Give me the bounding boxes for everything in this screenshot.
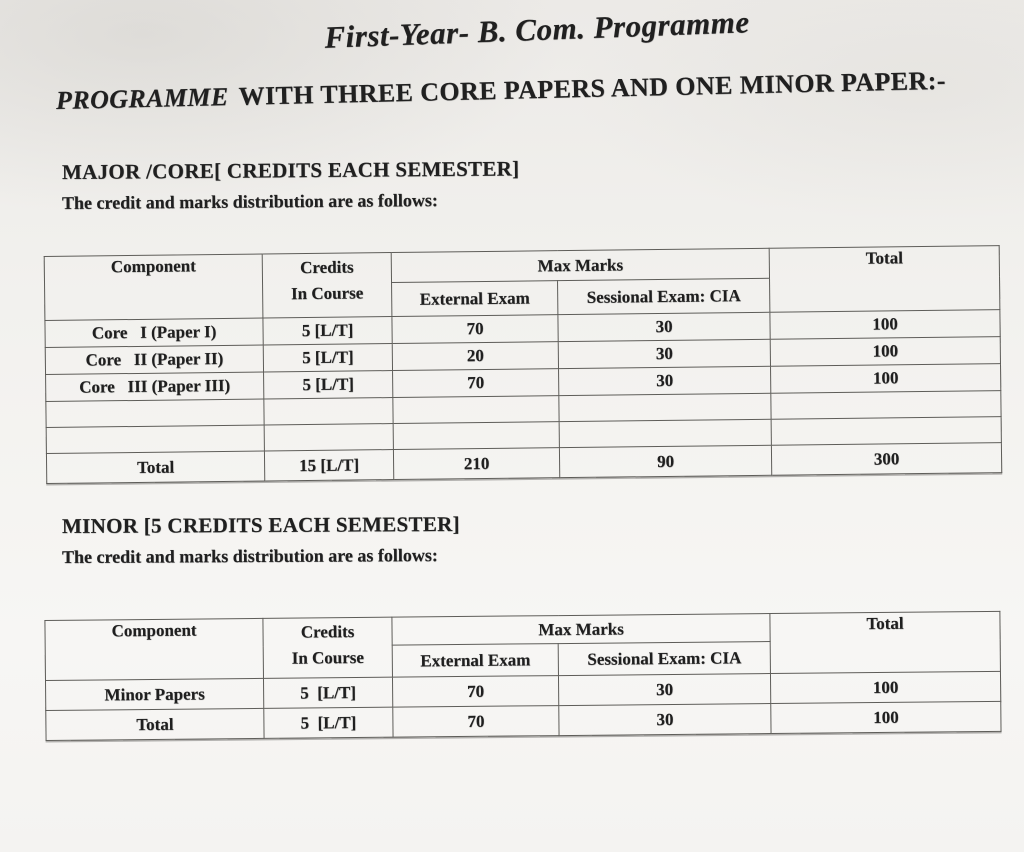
header-total: Total <box>769 611 1001 674</box>
cell-sessional: 30 <box>558 366 771 396</box>
cell-credits: 5 [L/T] <box>263 370 393 400</box>
cell-total: 100 <box>770 363 1001 394</box>
cell-external: 70 <box>392 705 560 738</box>
header-max-marks: Max Marks <box>391 248 770 283</box>
header-external-exam: External Exam <box>392 643 559 678</box>
cell-total: 300 <box>771 442 1002 476</box>
cell-total <box>770 390 1002 420</box>
cell-external: 70 <box>391 314 559 344</box>
cell-external: 70 <box>392 368 559 398</box>
cell-credits: 5 [L/T] <box>262 316 393 346</box>
header-component: Component <box>44 254 263 321</box>
header-credits-in-course: Credits In Course <box>262 252 392 319</box>
cell-sessional <box>558 393 772 422</box>
major-section-subheading: The credit and marks distribution are as… <box>61 190 438 213</box>
cell-sessional: 30 <box>557 312 771 342</box>
header-component: Component <box>44 618 264 681</box>
minor-credits-table: Component Credits In Course Max Marks To… <box>44 610 1002 741</box>
major-section-heading: MAJOR /CORE[ CREDITS EACH SEMESTER] <box>61 156 520 184</box>
cell-external: 70 <box>392 675 559 708</box>
cell-external: 210 <box>393 447 560 480</box>
programme-subtitle-italic: PROGRAMME <box>55 82 229 115</box>
cell-credits <box>263 397 394 426</box>
cell-total <box>771 416 1002 446</box>
cell-external <box>393 421 560 450</box>
cell-external <box>392 395 560 424</box>
cell-component <box>45 399 265 428</box>
cell-component <box>46 425 265 454</box>
header-max-marks: Max Marks <box>391 613 771 646</box>
minor-section-heading: MINOR [5 CREDITS EACH SEMESTER] <box>61 511 460 538</box>
cell-total: 100 <box>770 701 1002 734</box>
minor-section-subheading: The credit and marks distribution are as… <box>61 545 438 567</box>
cell-sessional: 30 <box>558 703 772 736</box>
cell-sessional: 30 <box>558 673 771 706</box>
header-sessional-exam: Sessional Exam: CIA <box>558 641 771 676</box>
cell-credits <box>264 423 394 452</box>
cell-sessional <box>559 419 772 448</box>
cell-component: Total <box>46 451 265 484</box>
cell-component: Core I (Paper I) <box>44 318 264 348</box>
cell-credits: 5 [L/T] <box>263 707 394 739</box>
header-sessional-exam: Sessional Exam: CIA <box>557 278 770 315</box>
cell-external: 20 <box>392 341 559 371</box>
cell-total: 100 <box>769 309 1001 340</box>
cell-total: 100 <box>770 336 1001 367</box>
page-title: First-Year- B. Com. Programme <box>323 4 751 55</box>
cell-sessional: 90 <box>559 445 772 478</box>
major-credits-table: Component Credits In Course Max Marks To… <box>43 245 1003 484</box>
header-total: Total <box>769 245 1000 313</box>
programme-subtitle: PROGRAMME WITH THREE CORE PAPERS AND ONE … <box>56 66 946 116</box>
cell-credits: 15 [L/T] <box>264 449 394 482</box>
cell-total: 100 <box>770 671 1001 704</box>
cell-credits: 5 [L/T] <box>263 677 393 709</box>
cell-component: Minor Papers <box>45 678 264 711</box>
header-credits-in-course: Credits In Course <box>262 617 393 679</box>
header-external-exam: External Exam <box>391 280 558 317</box>
cell-component: Total <box>45 708 265 741</box>
cell-component: Core III (Paper III) <box>45 372 264 402</box>
programme-subtitle-rest: WITH THREE CORE PAPERS AND ONE MINOR PAP… <box>238 65 947 111</box>
cell-credits: 5 [L/T] <box>263 343 393 373</box>
cell-component: Core II (Paper II) <box>45 345 264 375</box>
cell-sessional: 30 <box>558 339 771 369</box>
